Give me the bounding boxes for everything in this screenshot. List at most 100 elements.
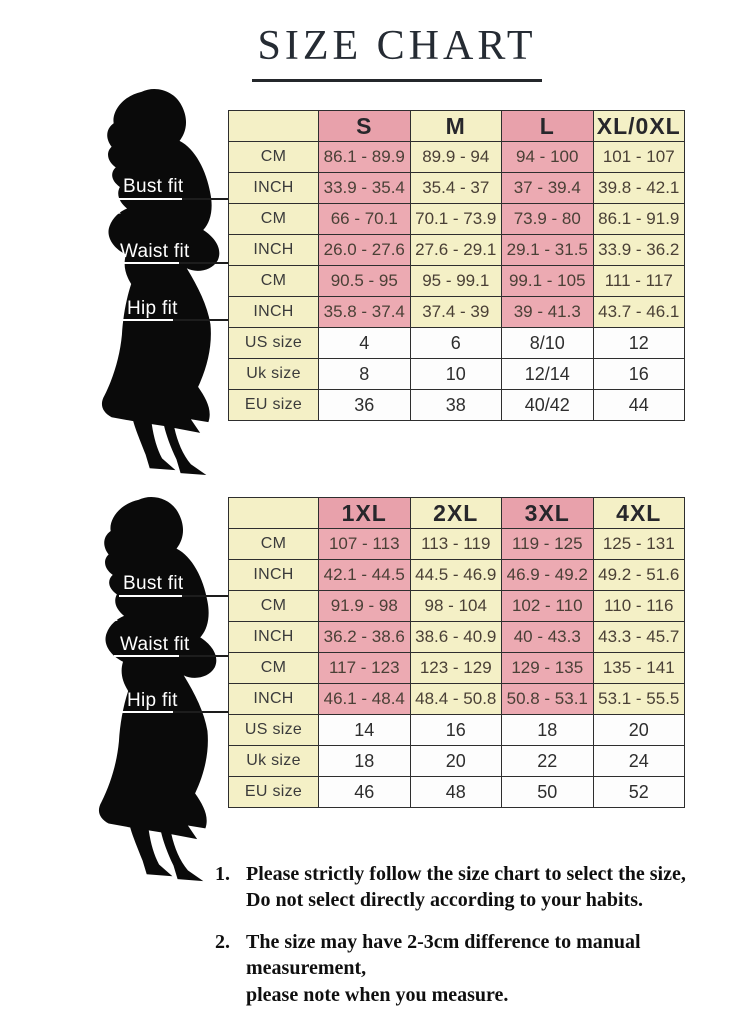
measurement-cell: 119 - 125 — [501, 528, 594, 560]
corner-cell — [228, 110, 319, 142]
woman-silhouette-top — [55, 86, 230, 478]
hip-fit-label-1: Hip fit — [127, 298, 178, 319]
bust-fit-underline-1 — [119, 198, 182, 200]
size-value-cell: 46 — [318, 776, 411, 808]
note-2-number: 2. — [215, 930, 230, 953]
measurement-cell: 86.1 - 91.9 — [592, 203, 685, 235]
size-value-cell: 20 — [592, 714, 685, 746]
measurement-cell: 102 - 110 — [501, 590, 594, 622]
hip-fit-connector-line-2 — [173, 711, 228, 713]
measurement-cell: 110 - 116 — [592, 590, 685, 622]
measurement-cell: 117 - 123 — [318, 652, 411, 684]
measurement-cell: 91.9 - 98 — [318, 590, 411, 622]
measurement-cell: 42.1 - 44.5 — [318, 559, 411, 591]
measurement-cell: 38.6 - 40.9 — [409, 621, 502, 653]
size-column-header: 3XL — [501, 497, 594, 529]
measurement-cell: 125 - 131 — [592, 528, 685, 560]
note-2: 2. The size may have 2-3cm difference to… — [215, 929, 740, 1008]
size-value-cell: 16 — [409, 714, 502, 746]
size-value-cell: 8/10 — [501, 327, 594, 359]
waist-fit-label-2: Waist fit — [120, 634, 190, 655]
size-value-cell: 22 — [501, 745, 594, 777]
woman-silhouette-bottom — [52, 494, 227, 884]
measurement-cell: 70.1 - 73.9 — [409, 203, 502, 235]
size-chart-page: SIZE CHART Bust fit Waist fit Hip fit Bu… — [0, 22, 750, 1006]
row-label-cell: Uk size — [228, 745, 319, 777]
measurement-cell: 135 - 141 — [592, 652, 685, 684]
measurement-cell: 73.9 - 80 — [501, 203, 594, 235]
row-label-cell: INCH — [228, 296, 319, 328]
row-label-cell: Uk size — [228, 358, 319, 390]
measurement-cell: 113 - 119 — [409, 528, 502, 560]
corner-cell — [228, 497, 319, 529]
measurement-cell: 46.9 - 49.2 — [501, 559, 594, 591]
measurement-cell: 129 - 135 — [501, 652, 594, 684]
row-label-cell: CM — [228, 141, 319, 173]
measurement-cell: 98 - 104 — [409, 590, 502, 622]
measurement-cell: 101 - 107 — [592, 141, 685, 173]
size-column-header: S — [318, 110, 411, 142]
hip-fit-label-2: Hip fit — [127, 690, 178, 711]
size-column-header: 2XL — [409, 497, 502, 529]
page-title: SIZE CHART — [251, 22, 543, 82]
bust-fit-connector-line-1 — [182, 198, 228, 200]
size-column-header: M — [409, 110, 502, 142]
row-label-cell: US size — [228, 714, 319, 746]
waist-fit-underline-1 — [114, 262, 179, 264]
measurement-cell: 94 - 100 — [501, 141, 594, 173]
measurement-cell: 53.1 - 55.5 — [592, 683, 685, 715]
note-1-number: 1. — [215, 863, 230, 885]
bust-fit-label-1: Bust fit — [123, 176, 184, 197]
size-value-cell: 12/14 — [501, 358, 594, 390]
measurement-cell: 39 - 41.3 — [501, 296, 594, 328]
note-1: 1. Please strictly follow the size chart… — [215, 861, 740, 914]
size-value-cell: 40/42 — [501, 389, 594, 421]
row-label-cell: EU size — [228, 389, 319, 421]
size-value-cell: 12 — [592, 327, 685, 359]
measurement-cell: 99.1 - 105 — [501, 265, 594, 297]
size-column-header: XL/0XL — [592, 110, 685, 142]
measurement-cell: 40 - 43.3 — [501, 621, 594, 653]
bust-fit-connector-line-2 — [182, 595, 228, 597]
measurement-cell: 111 - 117 — [592, 265, 685, 297]
size-value-cell: 20 — [409, 745, 502, 777]
size-value-cell: 18 — [501, 714, 594, 746]
waist-fit-connector-line-2 — [179, 655, 228, 657]
measurement-cell: 44.5 - 46.9 — [409, 559, 502, 591]
measurement-cell: 46.1 - 48.4 — [318, 683, 411, 715]
size-value-cell: 14 — [318, 714, 411, 746]
measurement-cell: 29.1 - 31.5 — [501, 234, 594, 266]
measurement-cell: 37.4 - 39 — [409, 296, 502, 328]
size-value-cell: 8 — [318, 358, 411, 390]
measurement-cell: 49.2 - 51.6 — [592, 559, 685, 591]
row-label-cell: INCH — [228, 172, 319, 204]
waist-fit-underline-2 — [114, 655, 179, 657]
size-value-cell: 50 — [501, 776, 594, 808]
size-column-header: 1XL — [318, 497, 411, 529]
size-value-cell: 18 — [318, 745, 411, 777]
row-label-cell: INCH — [228, 621, 319, 653]
row-label-cell: CM — [228, 528, 319, 560]
waist-fit-connector-line-1 — [179, 262, 228, 264]
title-wrap: SIZE CHART — [0, 22, 750, 82]
note-1-text: Please strictly follow the size chart to… — [246, 863, 686, 912]
size-value-cell: 16 — [592, 358, 685, 390]
size-value-cell: 48 — [409, 776, 502, 808]
waist-fit-label-1: Waist fit — [120, 241, 190, 262]
row-label-cell: EU size — [228, 776, 319, 808]
note-2-text: The size may have 2-3cm difference to ma… — [246, 930, 641, 1006]
measurement-cell: 95 - 99.1 — [409, 265, 502, 297]
measurement-cell: 66 - 70.1 — [318, 203, 411, 235]
bust-fit-label-2: Bust fit — [123, 573, 184, 594]
row-label-cell: INCH — [228, 234, 319, 266]
measurement-cell: 39.8 - 42.1 — [592, 172, 685, 204]
measurement-cell: 35.4 - 37 — [409, 172, 502, 204]
row-label-cell: CM — [228, 590, 319, 622]
measurement-cell: 33.9 - 35.4 — [318, 172, 411, 204]
size-value-cell: 52 — [592, 776, 685, 808]
size-value-cell: 24 — [592, 745, 685, 777]
size-value-cell: 10 — [409, 358, 502, 390]
hip-fit-connector-line-1 — [173, 319, 228, 321]
measurement-cell: 36.2 - 38.6 — [318, 621, 411, 653]
measurement-cell: 107 - 113 — [318, 528, 411, 560]
